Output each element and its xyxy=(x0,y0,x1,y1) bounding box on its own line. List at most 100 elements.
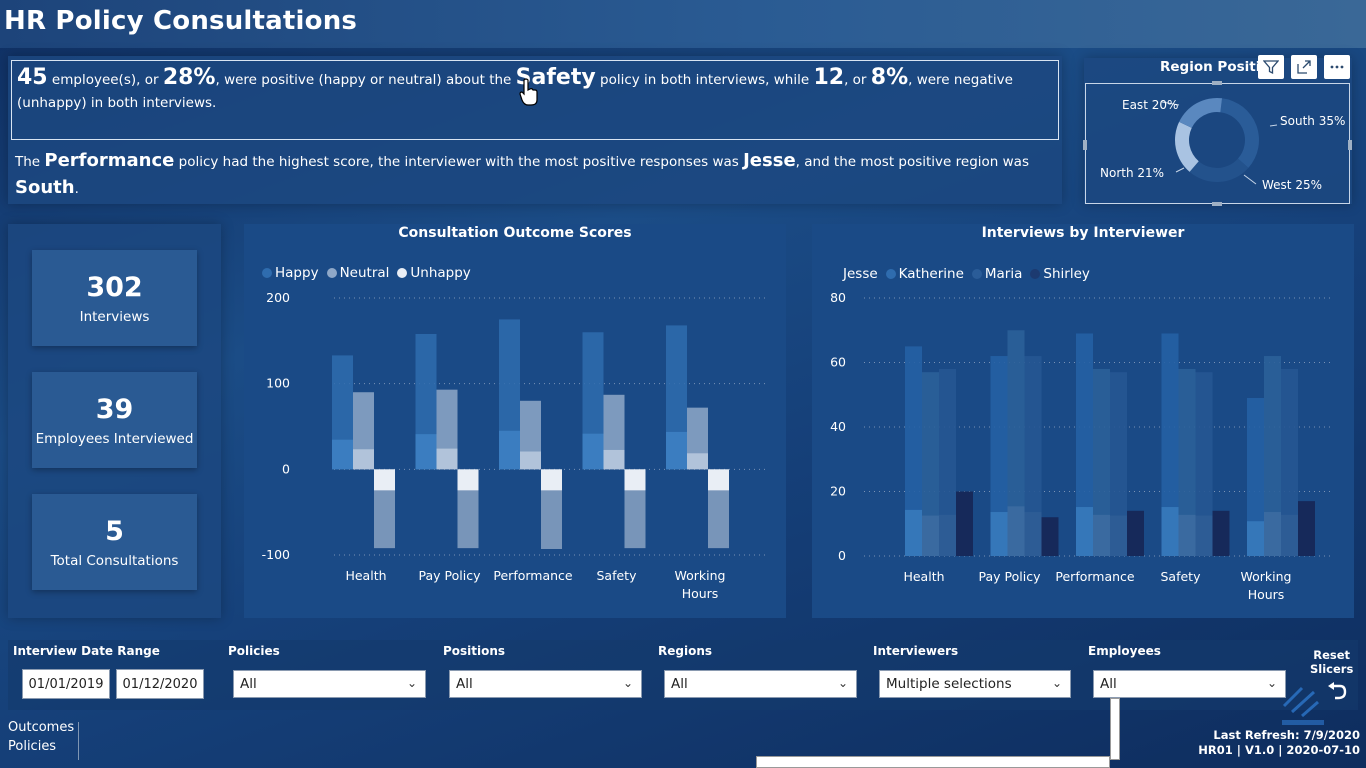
bar-unhappy-segment xyxy=(541,469,562,491)
bar-shirley-segment xyxy=(1127,510,1144,556)
donut-slice xyxy=(1175,121,1199,172)
legend-item-shirley[interactable]: Shirley xyxy=(1030,266,1090,282)
interviewer-bar-chart[interactable]: 80 60 40 20 0 Health Pay Policy Performance Safe… xyxy=(812,224,1354,618)
donut-slice xyxy=(1220,98,1259,168)
nav-item-policies[interactable]: Policies xyxy=(8,739,57,754)
legend-item-neutral[interactable]: Neutral xyxy=(326,265,389,281)
region-chart-title: Region Positiv xyxy=(1160,59,1270,75)
bar-neutral-segment xyxy=(520,451,541,470)
legend-item-happy[interactable]: Happy xyxy=(262,265,319,281)
legend-label: Happy xyxy=(275,265,319,281)
positive-count: 45 xyxy=(17,65,48,90)
y-tick-label: 200 xyxy=(266,290,290,305)
bar-maria-segment xyxy=(1110,515,1127,556)
page-navigation: Outcomes Policies xyxy=(0,718,74,756)
bar-jesse-segment xyxy=(1161,507,1179,556)
date-to-input[interactable]: 01/12/2020 xyxy=(116,669,204,699)
date-from-input[interactable]: 01/01/2019 xyxy=(22,669,110,699)
chevron-down-icon: ⌄ xyxy=(406,676,417,690)
bar-maria xyxy=(1281,368,1298,556)
dropdown-value: Multiple selections xyxy=(886,676,1012,692)
narrative-highlight-box xyxy=(11,60,1059,140)
title-bar xyxy=(0,0,1366,48)
bar-jesse-segment xyxy=(1076,507,1093,556)
legend-item-jesse[interactable]: Jesse xyxy=(830,266,878,282)
outcome-bar-chart[interactable]: 200 100 0 -100 Health Pay Policy Performance Sa… xyxy=(244,224,786,618)
outcome-chart-title: Consultation Outcome Scores xyxy=(398,225,632,241)
bar-katherine-segment xyxy=(922,515,939,556)
legend-label: Shirley xyxy=(1043,266,1090,282)
y-tick-label: 20 xyxy=(830,484,846,499)
bar-jesse xyxy=(1247,397,1264,556)
donut-slice xyxy=(1179,98,1223,128)
reset-slicers-button[interactable]: Reset Slicers xyxy=(1310,648,1353,676)
y-tick-label: 0 xyxy=(282,461,290,476)
legend-item-unhappy[interactable]: Unhappy xyxy=(397,265,471,281)
bar-maria-segment xyxy=(1281,514,1298,556)
policy-highlight: Safety xyxy=(515,65,596,90)
y-tick-label: 100 xyxy=(266,376,290,391)
bar-maria xyxy=(1110,372,1127,556)
x-tick-label: Health xyxy=(903,569,944,584)
legend-item-katherine[interactable]: Katherine xyxy=(885,266,964,282)
nav-item-outcomes[interactable]: Outcomes xyxy=(8,720,75,735)
bar-katherine-segment xyxy=(1007,506,1025,556)
narrative-text: policy had the highest score, the interv… xyxy=(174,154,744,170)
kpi-value: 5 xyxy=(105,515,124,547)
legend-item-maria[interactable]: Maria xyxy=(971,266,1023,282)
positions-slicer-title: Positions xyxy=(443,644,506,658)
vertical-scrollbar[interactable] xyxy=(1110,698,1120,760)
bar-jesse-segment xyxy=(1247,521,1264,556)
refresh-info: Last Refresh: 7/9/2020 HR01 | V1.0 | 202… xyxy=(1198,728,1360,758)
kpi-card-consultations: 5 Total Consultations xyxy=(32,494,197,590)
x-tick-label: Health xyxy=(345,568,386,583)
policies-dropdown[interactable]: All ⌄ xyxy=(233,670,426,698)
bar-unhappy-segment xyxy=(624,469,646,491)
bar-happy-segment xyxy=(666,431,687,470)
version-text: HR01 | V1.0 | 2020-07-10 xyxy=(1198,743,1360,757)
employees-dropdown[interactable]: All ⌄ xyxy=(1093,670,1286,698)
regions-dropdown[interactable]: All ⌄ xyxy=(664,670,857,698)
x-tick-label: Pay Policy xyxy=(979,569,1042,584)
bar-happy-segment xyxy=(582,433,604,470)
chevron-down-icon: ⌄ xyxy=(837,676,848,690)
top-policy: Performance xyxy=(44,150,175,171)
bar-katherine xyxy=(1178,368,1196,556)
undo-icon[interactable] xyxy=(1326,682,1348,702)
x-tick-label: Safety xyxy=(1161,569,1202,584)
bar-katherine xyxy=(1093,368,1110,556)
resize-handle[interactable] xyxy=(1212,81,1222,85)
bar-maria-segment xyxy=(1024,512,1042,556)
region-donut-chart[interactable] xyxy=(1084,80,1352,204)
x-tick-label: Pay Policy xyxy=(419,568,482,583)
bar-jesse xyxy=(905,346,922,556)
horizontal-scrollbar[interactable] xyxy=(756,756,1110,768)
bar-neutral-segment xyxy=(687,453,708,470)
bar-jesse xyxy=(990,356,1008,556)
interviewers-slicer-title: Interviewers xyxy=(873,644,959,658)
interviewer-chart-legend: Jesse Katherine Maria Shirley xyxy=(830,266,1090,282)
filter-icon[interactable] xyxy=(1258,55,1284,79)
resize-handle[interactable] xyxy=(1212,202,1222,206)
positions-dropdown[interactable]: All ⌄ xyxy=(449,670,642,698)
resize-handle[interactable] xyxy=(1348,140,1352,150)
narrative-text: The xyxy=(15,154,45,170)
y-tick-label: 40 xyxy=(830,419,846,434)
bar-neutral-segment xyxy=(353,449,374,470)
resize-handle[interactable] xyxy=(1083,140,1087,150)
narrative-text: policy in both interviews, while xyxy=(595,72,814,88)
more-options-icon[interactable] xyxy=(1324,55,1350,79)
legend-label: Maria xyxy=(984,266,1023,282)
hand-cursor-icon xyxy=(519,78,538,106)
bar-katherine-segment xyxy=(1178,514,1196,556)
nav-divider xyxy=(78,722,79,760)
focus-mode-icon[interactable] xyxy=(1291,55,1317,79)
kpi-label: Interviews xyxy=(79,308,150,325)
bar-shirley-segment xyxy=(1298,501,1315,556)
page-title: HR Policy Consultations xyxy=(4,6,358,36)
bar-maria xyxy=(939,368,956,556)
interviewers-dropdown[interactable]: Multiple selections ⌄ xyxy=(879,670,1071,698)
reset-label: Slicers xyxy=(1310,662,1354,676)
narrative-text: , were positive (happy or neutral) about… xyxy=(215,72,516,88)
donut-slice xyxy=(1189,158,1249,182)
